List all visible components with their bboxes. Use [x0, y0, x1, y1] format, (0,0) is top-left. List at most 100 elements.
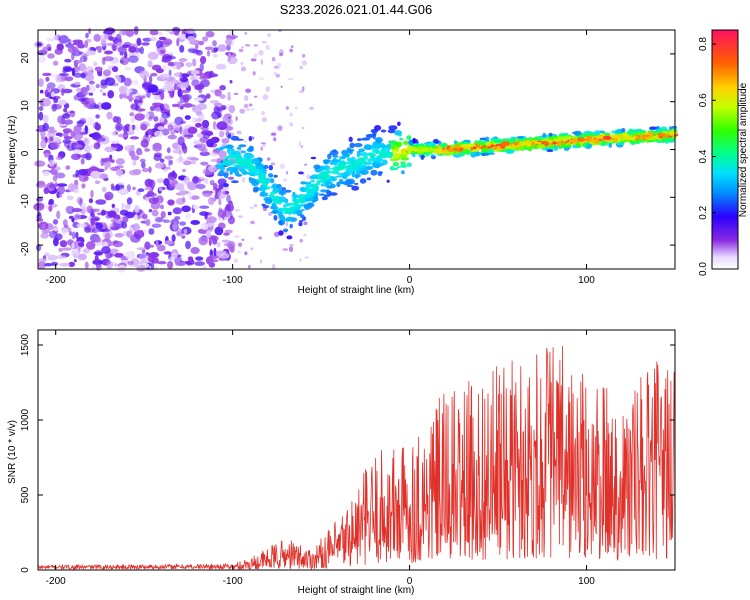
spectrogram-cell: [66, 195, 74, 201]
spectrogram-x-label: Height of straight line (km): [298, 285, 415, 296]
figure-title: S233.2026.021.01.44.G06: [280, 2, 433, 17]
spectrogram-cell: [217, 209, 227, 218]
spectrogram-cell: [241, 238, 245, 241]
spectrogram-cell: [331, 177, 336, 182]
spectrogram-cell: [563, 135, 572, 140]
spectrogram-cell: [148, 228, 155, 235]
spectrogram-y-ticks: -20 -10 0 10 20: [20, 52, 675, 256]
spectrogram-cell: [548, 132, 553, 137]
spectrogram-cell: [130, 144, 135, 148]
colorbar-tick-label: 0.2: [698, 205, 709, 219]
spectrogram-cell: [279, 52, 284, 57]
spectrogram-cell: [124, 51, 128, 59]
spectrogram-cell: [151, 223, 162, 228]
spectrogram-cell: [146, 128, 154, 135]
spectrogram-cell: [218, 170, 225, 177]
spectrogram-cell: [380, 129, 387, 133]
spectrogram-cell: [45, 76, 50, 82]
spectrogram-cell: [236, 146, 242, 150]
spectrogram-cell: [211, 235, 219, 242]
spectrogram-cell: [226, 148, 231, 154]
spectrogram-cell: [179, 189, 187, 196]
spectrogram-cell: [298, 194, 305, 197]
spectrogram-cell: [58, 247, 64, 252]
spectrogram-cell: [227, 240, 236, 250]
spectrogram-cell: [244, 251, 248, 256]
spectrogram-cell: [326, 170, 331, 173]
spectrogram-cell: [151, 209, 159, 217]
spectrogram-cell: [487, 146, 492, 149]
spectrogram-cell: [58, 99, 67, 106]
spectrogram-cell: [68, 231, 73, 236]
spectrogram-cell: [90, 208, 101, 212]
spectrogram-cell: [182, 160, 192, 166]
spectrogram-cell: [71, 142, 78, 151]
snr-panel: -200 -100 0 100 0 500 1000 1500 Height of stra…: [7, 329, 676, 596]
spectrogram-cell: [218, 150, 227, 158]
snr-x-tick-label: 100: [578, 576, 595, 587]
spectrogram-cell: [506, 149, 515, 154]
spectrogram-cell: [74, 144, 83, 149]
spectrogram-cell: [360, 170, 366, 175]
spectrogram-cell: [44, 152, 50, 158]
spectrogram-cell: [388, 125, 398, 131]
spectrogram-cell: [178, 58, 188, 62]
spectrogram-cell: [214, 89, 222, 97]
spectrogram-cell: [84, 137, 88, 143]
spectrogram-cell: [102, 92, 107, 96]
spectrogram-cell: [177, 101, 183, 109]
spectrogram-cell: [112, 240, 124, 248]
spectrogram-cell: [98, 173, 109, 179]
spectrogram-cell: [389, 151, 393, 158]
spectrogram-cell: [277, 125, 283, 131]
spectrogram-cell: [210, 152, 218, 157]
spectrogram-cell: [115, 122, 123, 132]
spectrogram-cell: [253, 44, 258, 47]
spectrogram-cell: [139, 151, 143, 155]
spectrogram-cell: [185, 62, 193, 68]
spectrogram-cell: [106, 260, 114, 269]
spectrogram-cell: [449, 144, 456, 149]
spectrogram-cell: [72, 207, 82, 213]
spectrogram-cell: [220, 105, 227, 110]
spectrogram-cell: [199, 205, 210, 209]
spectrogram-cell: [167, 199, 175, 206]
spectrogram-cell: [38, 260, 46, 270]
spectrogram-cell: [119, 59, 124, 64]
colorbar-tick-label: 0.0: [698, 262, 709, 276]
spectrogram-cell: [253, 95, 258, 98]
spectrogram-cell: [266, 33, 272, 37]
spectrogram-cell: [73, 188, 80, 194]
spectrogram-cell: [490, 140, 495, 144]
spectrogram-cell: [263, 180, 269, 184]
spectrogram-cell: [41, 223, 46, 231]
spectrogram-cell: [278, 230, 284, 236]
spectrogram-cell: [250, 108, 255, 111]
spectrogram-cell: [204, 46, 214, 51]
spectrogram-cell: [339, 156, 346, 160]
spectrogram-cell: [299, 196, 303, 200]
spectrogram-cell: [260, 59, 264, 65]
spectrogram-cell: [283, 228, 289, 233]
spectrogram-cell: [126, 197, 133, 205]
spectrogram-y-tick-label: 20: [20, 52, 31, 64]
spectrogram-cell: [289, 243, 294, 247]
spectrogram-cell: [215, 147, 224, 151]
snr-y-label: SNR (10 * v/v): [7, 420, 18, 484]
spectrogram-cell: [310, 180, 315, 183]
spectrogram-cell: [226, 167, 230, 172]
spectrogram-cell: [433, 138, 439, 144]
spectrogram-cell: [298, 222, 303, 227]
spectrogram-cell: [112, 66, 119, 73]
spectrogram-cell: [229, 79, 233, 84]
spectrogram-cell: [546, 149, 554, 153]
spectrogram-cell: [123, 77, 132, 87]
spectrogram-cell: [219, 94, 226, 99]
spectrogram-cell: [134, 124, 140, 132]
spectrogram-cell: [55, 74, 62, 84]
spectrogram-cell: [230, 150, 237, 155]
spectrogram-cell: [398, 133, 402, 137]
spectrogram-cell: [45, 223, 54, 231]
spectrogram-cell: [160, 158, 165, 163]
spectrogram-cell: [536, 143, 546, 149]
